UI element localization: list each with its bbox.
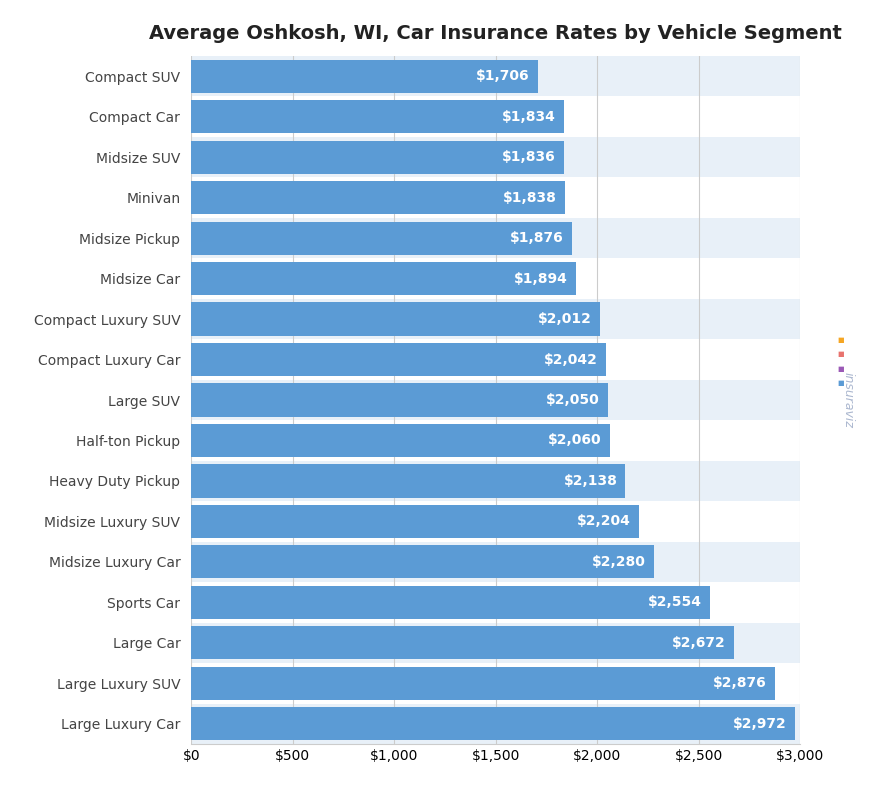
Bar bbox=[191, 343, 605, 376]
Bar bbox=[191, 703, 799, 744]
Text: ■: ■ bbox=[836, 366, 843, 372]
Bar bbox=[191, 56, 799, 97]
Bar bbox=[191, 262, 575, 295]
Text: $2,280: $2,280 bbox=[592, 555, 646, 569]
Bar bbox=[191, 218, 799, 258]
Text: $1,876: $1,876 bbox=[510, 231, 563, 245]
Text: $2,672: $2,672 bbox=[671, 636, 725, 650]
Text: $1,894: $1,894 bbox=[514, 271, 567, 286]
Text: $2,042: $2,042 bbox=[543, 353, 597, 366]
Bar bbox=[191, 542, 799, 582]
Text: $2,876: $2,876 bbox=[713, 676, 766, 690]
Bar bbox=[191, 137, 799, 178]
Title: Average Oshkosh, WI, Car Insurance Rates by Vehicle Segment: Average Oshkosh, WI, Car Insurance Rates… bbox=[149, 24, 841, 43]
Bar bbox=[191, 505, 638, 538]
Text: $2,012: $2,012 bbox=[537, 312, 591, 326]
Bar bbox=[191, 383, 607, 417]
Bar bbox=[191, 622, 799, 663]
Text: $2,204: $2,204 bbox=[576, 514, 630, 529]
Text: $2,060: $2,060 bbox=[547, 434, 600, 447]
Text: $2,972: $2,972 bbox=[732, 717, 786, 730]
Bar bbox=[191, 586, 709, 619]
Text: insuraviz: insuraviz bbox=[841, 372, 853, 428]
Bar bbox=[191, 302, 599, 336]
Bar bbox=[191, 461, 799, 501]
Text: $1,836: $1,836 bbox=[501, 150, 555, 164]
Text: ■: ■ bbox=[836, 351, 843, 358]
Bar bbox=[191, 222, 572, 254]
Bar bbox=[191, 546, 653, 578]
Bar bbox=[191, 666, 774, 700]
Bar bbox=[191, 299, 799, 339]
Bar bbox=[191, 100, 563, 134]
Text: $1,834: $1,834 bbox=[501, 110, 555, 124]
Text: ■: ■ bbox=[836, 337, 843, 343]
Bar bbox=[191, 464, 625, 498]
Bar bbox=[191, 181, 564, 214]
Bar bbox=[191, 424, 609, 457]
Bar bbox=[191, 707, 793, 740]
Bar bbox=[191, 380, 799, 420]
Bar bbox=[191, 60, 537, 93]
Text: $1,838: $1,838 bbox=[502, 190, 556, 205]
Text: ■: ■ bbox=[836, 380, 843, 386]
Text: $1,706: $1,706 bbox=[475, 70, 529, 83]
Bar bbox=[191, 141, 563, 174]
Text: $2,554: $2,554 bbox=[647, 595, 701, 610]
Text: $2,138: $2,138 bbox=[563, 474, 617, 488]
Bar bbox=[191, 626, 733, 659]
Text: $2,050: $2,050 bbox=[545, 393, 599, 407]
